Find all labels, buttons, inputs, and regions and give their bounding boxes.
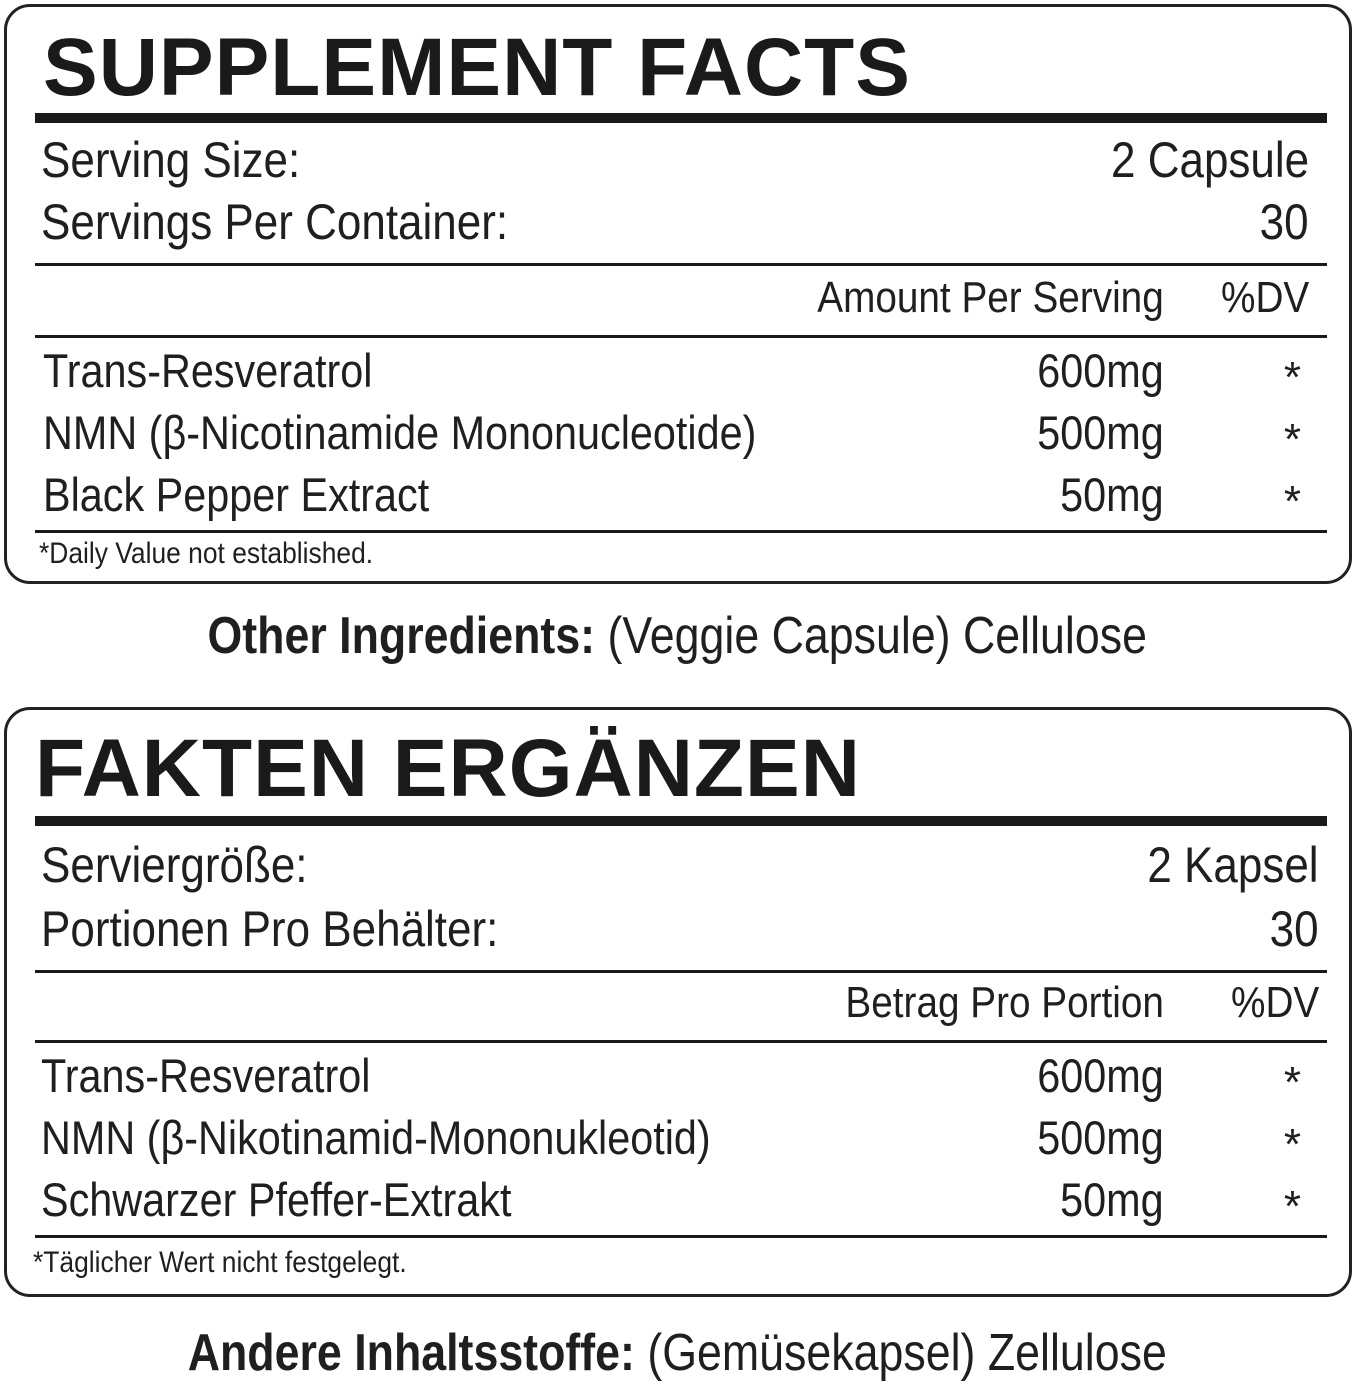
panel-title: FAKTEN ERGÄNZEN <box>35 723 861 814</box>
serving-size-label: Serving Size: <box>41 132 301 188</box>
other-ingredients-en: Other Ingredients: (Veggie Capsule) Cell… <box>0 606 1355 666</box>
other-ingredients-value: (Veggie Capsule) Cellulose <box>595 607 1148 665</box>
other-ingredients-de: Andere Inhaltsstoffe: (Gemüsekapsel) Zel… <box>0 1323 1355 1383</box>
ingredient-name: Black Pepper Extract <box>43 468 430 521</box>
ingredient-dv: * <box>1283 415 1301 464</box>
servings-per-container-value: 30 <box>1260 194 1309 250</box>
ingredient-amount: 50mg <box>1060 468 1164 521</box>
panel-title: SUPPLEMENT FACTS <box>43 22 911 113</box>
footnote: *Daily Value not established. <box>39 537 374 570</box>
ingredient-name: Trans-Resveratrol <box>41 1049 371 1102</box>
divider <box>35 263 1327 266</box>
divider <box>35 970 1327 973</box>
ingredient-amount: 600mg <box>1037 344 1164 397</box>
ingredient-name: NMN (β-Nikotinamid-Mononukleotid) <box>41 1111 711 1164</box>
divider-thick <box>35 113 1327 123</box>
divider <box>35 530 1327 533</box>
ingredient-amount: 600mg <box>1037 1049 1164 1102</box>
divider-thick <box>35 816 1327 826</box>
other-ingredients-label: Andere Inhaltsstoffe: <box>187 1324 636 1382</box>
dv-header: %DV <box>1230 978 1319 1027</box>
ingredient-dv: * <box>1283 1120 1301 1169</box>
supplement-facts-panel-de: FAKTEN ERGÄNZEN Serviergröße: 2 Kapsel P… <box>4 707 1352 1297</box>
other-ingredients-value: (Gemüsekapsel) Zellulose <box>635 1324 1168 1382</box>
ingredient-amount: 500mg <box>1037 406 1164 459</box>
dv-header: %DV <box>1220 273 1309 322</box>
servings-per-container-label: Portionen Pro Behälter: <box>41 901 499 957</box>
ingredient-dv: * <box>1283 1058 1301 1107</box>
ingredient-amount: 500mg <box>1037 1111 1164 1164</box>
ingredient-dv: * <box>1283 353 1301 402</box>
amount-header: Betrag Pro Portion <box>845 978 1164 1027</box>
ingredient-dv: * <box>1283 1182 1301 1231</box>
ingredient-dv: * <box>1283 477 1301 526</box>
footnote: *Täglicher Wert nicht festgelegt. <box>33 1246 407 1279</box>
serving-size-value: 2 Capsule <box>1110 132 1309 188</box>
servings-per-container-label: Servings Per Container: <box>41 194 509 250</box>
divider <box>35 1040 1327 1043</box>
servings-per-container-value: 30 <box>1270 901 1319 957</box>
serving-size-value: 2 Kapsel <box>1147 837 1319 893</box>
other-ingredients-label: Other Ingredients: <box>207 607 596 665</box>
divider <box>35 335 1327 338</box>
divider <box>35 1235 1327 1238</box>
amount-header: Amount Per Serving <box>817 273 1165 322</box>
ingredient-amount: 50mg <box>1060 1173 1164 1226</box>
ingredient-name: Schwarzer Pfeffer-Extrakt <box>41 1173 512 1226</box>
ingredient-name: Trans-Resveratrol <box>43 344 373 397</box>
ingredient-name: NMN (β-Nicotinamide Mononucleotide) <box>43 406 757 459</box>
supplement-facts-panel-en: SUPPLEMENT FACTS Serving Size: 2 Capsule… <box>4 4 1352 584</box>
serving-size-label: Serviergröße: <box>41 837 308 893</box>
